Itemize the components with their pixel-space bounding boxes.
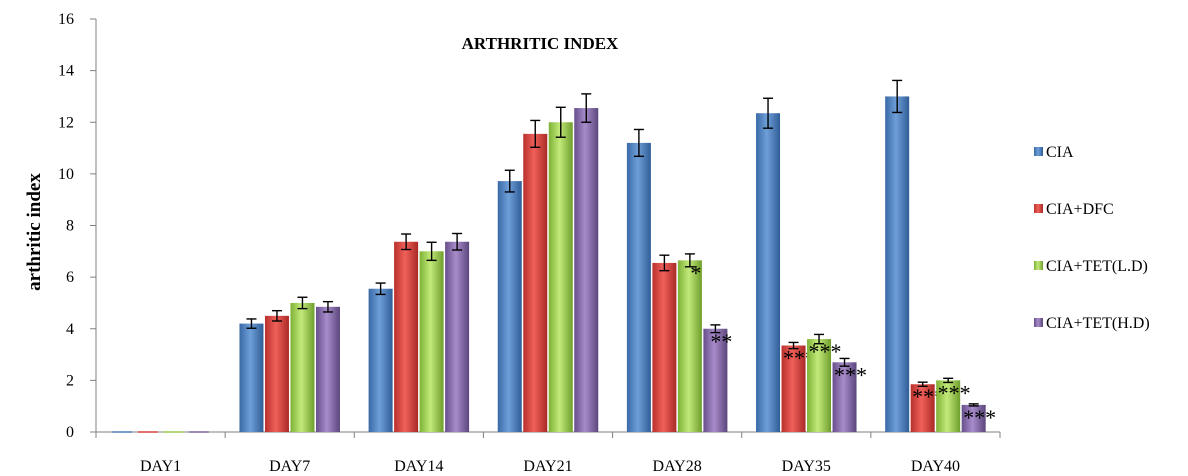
significance-label: ** xyxy=(710,329,732,354)
x-tick-label: DAY28 xyxy=(653,458,702,475)
bar xyxy=(781,345,806,432)
axes: 0 2 4 6 8 10 12 14 16 DAY1 DAY7 DAY14 DAY21 DAY28 DAY3… xyxy=(58,11,1001,475)
legend-swatch xyxy=(1034,204,1043,213)
legend-label: CIA+DFC xyxy=(1046,201,1114,218)
bar xyxy=(652,262,677,432)
significance-label: *** xyxy=(938,380,971,405)
bar xyxy=(626,142,651,432)
legend-label: CIA xyxy=(1046,144,1074,161)
significance-label: * xyxy=(690,260,701,285)
bar xyxy=(368,288,393,432)
bar xyxy=(445,241,470,432)
y-tick-label: 4 xyxy=(66,321,74,338)
y-axis-label: arthritic index xyxy=(24,173,45,291)
legend: CIA CIA+DFC CIA+TET(L.D) CIA+TET(H.D) xyxy=(1034,144,1150,332)
y-tick-label: 16 xyxy=(58,11,74,28)
x-tick-label: DAY1 xyxy=(140,458,181,475)
x-tick-label: DAY21 xyxy=(523,458,572,475)
bars: ********************* xyxy=(112,79,996,433)
y-tick-label: 2 xyxy=(66,372,74,389)
bar xyxy=(315,306,340,432)
bar xyxy=(936,380,961,432)
significance-label: *** xyxy=(809,339,842,364)
x-tick-label: DAY14 xyxy=(394,458,443,475)
bar xyxy=(548,122,573,432)
bar xyxy=(523,133,548,432)
legend-swatch xyxy=(1034,147,1043,156)
y-tick-label: 6 xyxy=(66,269,74,286)
bar xyxy=(677,260,702,432)
bar xyxy=(703,328,728,432)
bar xyxy=(832,362,857,432)
bar xyxy=(497,181,522,432)
x-tick-label: DAY7 xyxy=(269,458,310,475)
y-tick-label: 0 xyxy=(66,424,74,441)
bar xyxy=(574,108,599,432)
y-tick-label: 10 xyxy=(58,166,74,183)
bar xyxy=(419,251,444,432)
bar xyxy=(961,404,986,432)
bar xyxy=(264,315,289,432)
bar xyxy=(394,241,419,432)
legend-swatch xyxy=(1034,318,1043,327)
y-tick-label: 8 xyxy=(66,218,74,235)
legend-label: CIA+TET(H.D) xyxy=(1046,315,1150,332)
significance-label: *** xyxy=(834,362,867,387)
legend-label: CIA+TET(L.D) xyxy=(1046,258,1148,275)
bar xyxy=(290,302,315,432)
legend-swatch xyxy=(1034,261,1043,270)
bar xyxy=(885,96,910,432)
chart-title: ARTHRITIC INDEX xyxy=(462,34,619,53)
x-tick-label: DAY40 xyxy=(911,458,960,475)
bar xyxy=(756,113,781,432)
significance-label: *** xyxy=(963,405,996,430)
y-tick-label: 14 xyxy=(58,63,74,80)
bar xyxy=(910,384,935,432)
x-tick-label: DAY35 xyxy=(782,458,831,475)
bar xyxy=(239,323,264,432)
y-tick-label: 12 xyxy=(58,114,74,131)
bar xyxy=(807,339,832,432)
